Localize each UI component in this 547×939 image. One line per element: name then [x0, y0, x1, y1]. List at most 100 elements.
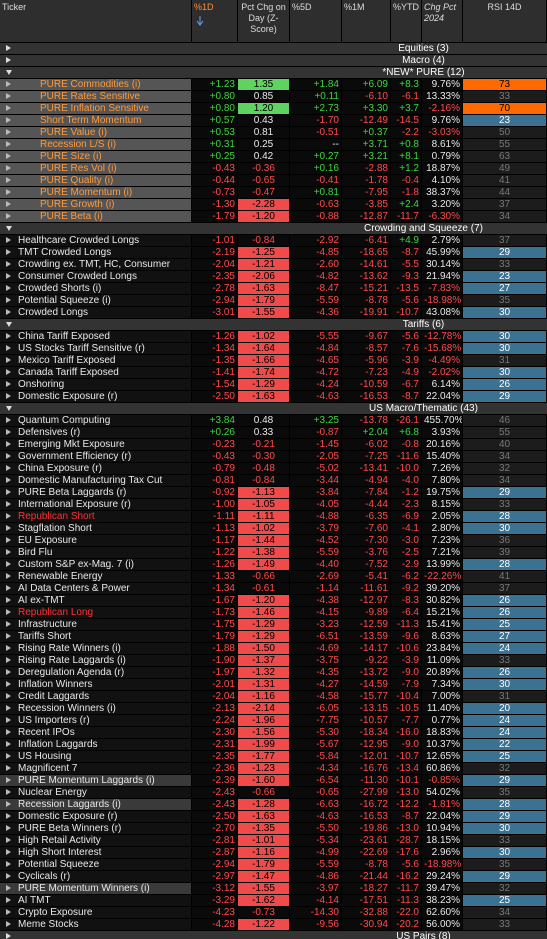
expand-icon[interactable]: [6, 441, 11, 447]
section-header[interactable]: [0, 223, 547, 234]
expand-icon[interactable]: [6, 681, 11, 687]
expand-icon[interactable]: [6, 777, 11, 783]
expand-icon[interactable]: [6, 70, 12, 75]
section-header[interactable]: [0, 55, 547, 66]
expand-icon[interactable]: [6, 885, 11, 891]
ticker-cell[interactable]: Government Efficiency (r): [0, 451, 191, 462]
ticker-cell[interactable]: PURE Growth (i): [0, 199, 191, 210]
expand-icon[interactable]: [6, 693, 11, 699]
expand-icon[interactable]: [6, 226, 12, 231]
ticker-cell[interactable]: PURE Value (i): [0, 127, 191, 138]
ticker-cell[interactable]: PURE Res Vol (i): [0, 163, 191, 174]
ticker-cell[interactable]: Crowding ex. TMT, HC, Consumer: [0, 259, 191, 270]
ticker-cell[interactable]: Credit Laggards: [0, 691, 191, 702]
expand-icon[interactable]: [6, 909, 11, 915]
ticker-cell[interactable]: PURE Size (i): [0, 151, 191, 162]
expand-icon[interactable]: [6, 873, 11, 879]
expand-icon[interactable]: [6, 333, 11, 339]
expand-icon[interactable]: [6, 813, 11, 819]
expand-icon[interactable]: [6, 609, 11, 615]
ticker-cell[interactable]: TMT Crowded Longs: [0, 247, 191, 258]
expand-icon[interactable]: [6, 369, 11, 375]
ticker-cell[interactable]: Inflation Winners: [0, 679, 191, 690]
expand-icon[interactable]: [6, 465, 11, 471]
ticker-cell[interactable]: PURE Momentum Laggards (i): [0, 775, 191, 786]
ticker-cell[interactable]: PURE Commodities (i): [0, 79, 191, 90]
expand-icon[interactable]: [6, 105, 11, 111]
ticker-cell[interactable]: Domestic Exposure (r): [0, 811, 191, 822]
expand-icon[interactable]: [6, 669, 11, 675]
ticker-cell[interactable]: Short Term Momentum: [0, 115, 191, 126]
ticker-cell[interactable]: Domestic Exposure (r): [0, 391, 191, 402]
expand-icon[interactable]: [6, 45, 11, 51]
section-title[interactable]: US Pairs (8): [396, 931, 451, 939]
ticker-cell[interactable]: Mexico Tariff Exposed: [0, 355, 191, 366]
expand-icon[interactable]: [6, 213, 11, 219]
expand-icon[interactable]: [6, 789, 11, 795]
expand-icon[interactable]: [6, 129, 11, 135]
expand-icon[interactable]: [6, 189, 11, 195]
ticker-cell[interactable]: PURE Beta (i): [0, 211, 191, 222]
ticker-cell[interactable]: Crowded Shorts (i): [0, 283, 191, 294]
expand-icon[interactable]: [6, 177, 11, 183]
section-title[interactable]: Tariffs (6): [402, 319, 445, 330]
expand-icon[interactable]: [6, 657, 11, 663]
expand-icon[interactable]: [6, 717, 11, 723]
ticker-cell[interactable]: High Retail Activity: [0, 835, 191, 846]
expand-icon[interactable]: [6, 453, 11, 459]
ticker-cell[interactable]: Recession Winners (i): [0, 703, 191, 714]
ticker-cell[interactable]: China Tariff Exposed: [0, 331, 191, 342]
ticker-cell[interactable]: AI Data Centers & Power: [0, 583, 191, 594]
expand-icon[interactable]: [6, 501, 11, 507]
expand-icon[interactable]: [6, 406, 12, 411]
expand-icon[interactable]: [6, 477, 11, 483]
ticker-cell[interactable]: Crowded Longs: [0, 307, 191, 318]
section-title[interactable]: Equities (3): [398, 43, 449, 54]
section-title[interactable]: Macro (4): [402, 55, 445, 66]
ticker-cell[interactable]: US Housing: [0, 751, 191, 762]
expand-icon[interactable]: [6, 357, 11, 363]
ticker-cell[interactable]: Nuclear Energy: [0, 787, 191, 798]
expand-icon[interactable]: [6, 345, 11, 351]
expand-icon[interactable]: [6, 525, 11, 531]
expand-icon[interactable]: [6, 322, 12, 327]
ticker-cell[interactable]: PURE Beta Winners (r): [0, 823, 191, 834]
expand-icon[interactable]: [6, 201, 11, 207]
expand-icon[interactable]: [6, 549, 11, 555]
section-header[interactable]: [0, 43, 547, 54]
ticker-cell[interactable]: Recession Laggards (i): [0, 799, 191, 810]
ticker-cell[interactable]: Infrastructure: [0, 619, 191, 630]
expand-icon[interactable]: [6, 57, 11, 63]
ticker-cell[interactable]: PURE Momentum (i): [0, 187, 191, 198]
ticker-cell[interactable]: Magnificent 7: [0, 763, 191, 774]
ticker-cell[interactable]: Potential Squeeze: [0, 859, 191, 870]
ticker-cell[interactable]: China Exposure (r): [0, 463, 191, 474]
expand-icon[interactable]: [6, 705, 11, 711]
ticker-cell[interactable]: Custom S&P ex-Mag. 7 (i): [0, 559, 191, 570]
expand-icon[interactable]: [6, 429, 11, 435]
expand-icon[interactable]: [6, 585, 11, 591]
ticker-cell[interactable]: Tariffs Short: [0, 631, 191, 642]
header-2024[interactable]: Chg Pct 2024: [422, 0, 463, 42]
ticker-cell[interactable]: International Exposure (r): [0, 499, 191, 510]
expand-icon[interactable]: [6, 633, 11, 639]
expand-icon[interactable]: [6, 153, 11, 159]
ticker-cell[interactable]: Republican Short: [0, 511, 191, 522]
ticker-cell[interactable]: Defensives (r): [0, 427, 191, 438]
expand-icon[interactable]: [6, 825, 11, 831]
ticker-cell[interactable]: Recent IPOs: [0, 727, 191, 738]
ticker-cell[interactable]: PURE Rates Sensitive: [0, 91, 191, 102]
ticker-cell[interactable]: AI ex-TMT: [0, 595, 191, 606]
header-5d[interactable]: %5D: [290, 0, 342, 42]
section-header[interactable]: [0, 67, 547, 78]
expand-icon[interactable]: [6, 393, 11, 399]
expand-icon[interactable]: [6, 537, 11, 543]
expand-icon[interactable]: [6, 849, 11, 855]
expand-icon[interactable]: [6, 561, 11, 567]
expand-icon[interactable]: [6, 729, 11, 735]
ticker-cell[interactable]: AI TMT: [0, 895, 191, 906]
header-ticker[interactable]: Ticker: [0, 0, 192, 42]
expand-icon[interactable]: [6, 165, 11, 171]
ticker-cell[interactable]: US Stocks Tariff Sensitive (r): [0, 343, 191, 354]
expand-icon[interactable]: [6, 309, 11, 315]
